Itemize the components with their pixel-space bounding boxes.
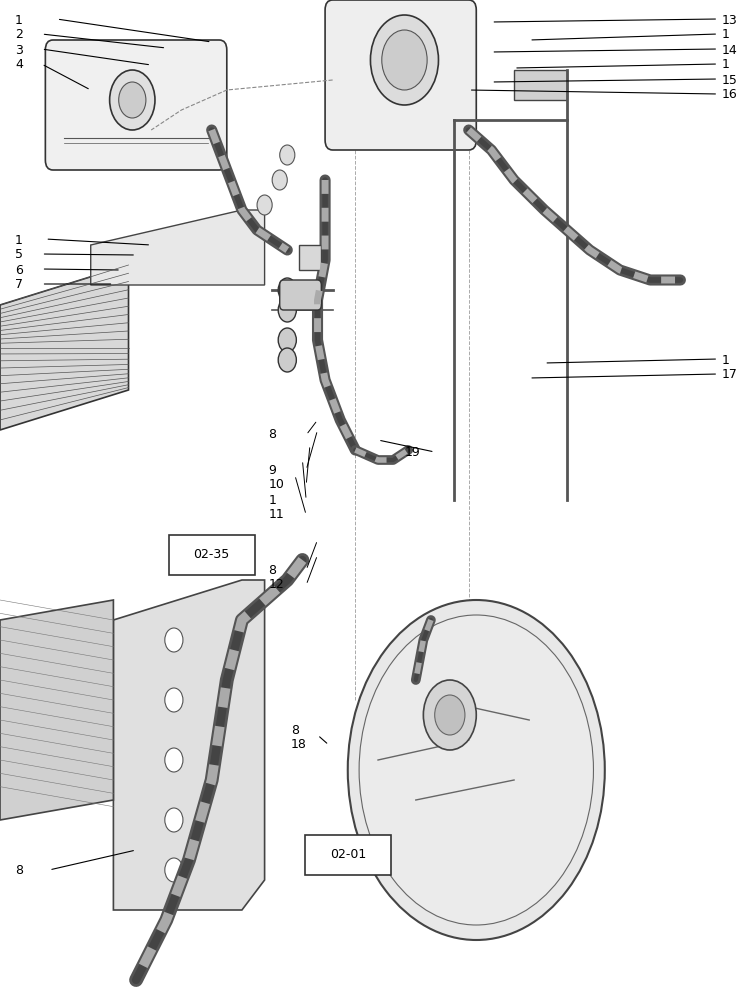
- FancyBboxPatch shape: [169, 535, 255, 575]
- Circle shape: [370, 15, 438, 105]
- Circle shape: [359, 615, 593, 925]
- Text: 1: 1: [722, 354, 730, 366]
- Circle shape: [278, 328, 296, 352]
- Circle shape: [119, 82, 146, 118]
- Circle shape: [382, 30, 427, 90]
- Circle shape: [278, 298, 296, 322]
- Circle shape: [257, 195, 272, 215]
- Circle shape: [278, 348, 296, 372]
- Text: 8: 8: [268, 564, 277, 576]
- Text: 02-01: 02-01: [330, 848, 366, 861]
- Text: 5: 5: [15, 248, 23, 261]
- Circle shape: [278, 278, 296, 302]
- Text: 17: 17: [722, 368, 738, 381]
- Text: 1: 1: [722, 28, 730, 41]
- Text: 8: 8: [291, 724, 299, 736]
- Text: 6: 6: [15, 263, 23, 276]
- Polygon shape: [113, 580, 265, 910]
- Polygon shape: [91, 210, 265, 285]
- Text: 7: 7: [15, 278, 23, 292]
- Text: 18: 18: [291, 738, 307, 752]
- Text: 10: 10: [268, 479, 284, 491]
- Circle shape: [165, 808, 183, 832]
- Text: 16: 16: [722, 89, 738, 102]
- Circle shape: [280, 145, 295, 165]
- Polygon shape: [514, 70, 567, 100]
- Text: 3: 3: [15, 43, 23, 56]
- Text: 14: 14: [722, 43, 738, 56]
- Text: 15: 15: [722, 74, 738, 87]
- Text: 1: 1: [15, 233, 23, 246]
- Circle shape: [423, 680, 476, 750]
- Circle shape: [272, 170, 287, 190]
- Circle shape: [165, 688, 183, 712]
- FancyBboxPatch shape: [280, 280, 321, 310]
- Polygon shape: [0, 600, 113, 820]
- FancyBboxPatch shape: [325, 0, 476, 150]
- Text: 11: 11: [268, 508, 284, 522]
- Text: 8: 8: [268, 428, 277, 442]
- Text: 02-35: 02-35: [194, 548, 230, 562]
- Text: 13: 13: [722, 13, 738, 26]
- FancyBboxPatch shape: [305, 835, 391, 875]
- Circle shape: [165, 628, 183, 652]
- Text: 12: 12: [268, 578, 284, 591]
- Text: 19: 19: [404, 446, 420, 458]
- Text: 1: 1: [268, 493, 276, 506]
- Circle shape: [165, 858, 183, 882]
- Text: 1: 1: [15, 13, 23, 26]
- Polygon shape: [0, 265, 129, 430]
- FancyBboxPatch shape: [299, 245, 321, 270]
- Text: 2: 2: [15, 28, 23, 41]
- FancyBboxPatch shape: [45, 40, 227, 170]
- Text: 8: 8: [15, 863, 23, 876]
- Circle shape: [110, 70, 155, 130]
- Circle shape: [348, 600, 605, 940]
- Text: 1: 1: [722, 58, 730, 72]
- Circle shape: [165, 748, 183, 772]
- Text: 9: 9: [268, 464, 276, 477]
- Circle shape: [435, 695, 465, 735]
- Text: 4: 4: [15, 58, 23, 72]
